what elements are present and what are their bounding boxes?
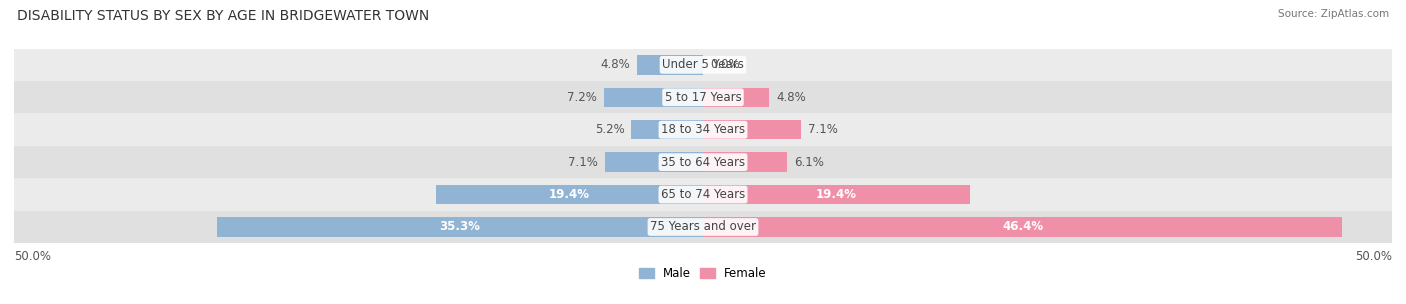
Bar — [14, 146, 1392, 178]
Text: 5 to 17 Years: 5 to 17 Years — [665, 91, 741, 104]
Legend: Male, Female: Male, Female — [640, 267, 766, 280]
Bar — [703, 88, 769, 107]
Text: 19.4%: 19.4% — [815, 188, 858, 201]
Text: 7.2%: 7.2% — [567, 91, 598, 104]
Bar — [703, 217, 1343, 237]
Text: 35.3%: 35.3% — [439, 220, 481, 233]
Text: 18 to 34 Years: 18 to 34 Years — [661, 123, 745, 136]
Bar — [14, 178, 1392, 211]
Text: 0.0%: 0.0% — [710, 58, 740, 71]
Text: Source: ZipAtlas.com: Source: ZipAtlas.com — [1278, 9, 1389, 19]
Text: DISABILITY STATUS BY SEX BY AGE IN BRIDGEWATER TOWN: DISABILITY STATUS BY SEX BY AGE IN BRIDG… — [17, 9, 429, 23]
Bar — [605, 152, 703, 172]
Text: 50.0%: 50.0% — [1355, 250, 1392, 263]
Bar — [217, 217, 703, 237]
Text: 35 to 64 Years: 35 to 64 Years — [661, 156, 745, 169]
Bar — [436, 185, 703, 204]
Text: 50.0%: 50.0% — [14, 250, 51, 263]
Text: 4.8%: 4.8% — [600, 58, 630, 71]
Bar — [637, 55, 703, 74]
Text: 7.1%: 7.1% — [807, 123, 838, 136]
Bar — [703, 120, 801, 140]
Text: 75 Years and over: 75 Years and over — [650, 220, 756, 233]
Bar — [603, 88, 703, 107]
Bar — [631, 120, 703, 140]
Text: 7.1%: 7.1% — [568, 156, 599, 169]
Bar — [14, 211, 1392, 243]
Text: 4.8%: 4.8% — [776, 91, 806, 104]
Text: 46.4%: 46.4% — [1002, 220, 1043, 233]
Bar — [14, 49, 1392, 81]
Bar — [703, 185, 970, 204]
Text: 65 to 74 Years: 65 to 74 Years — [661, 188, 745, 201]
Text: 19.4%: 19.4% — [548, 188, 591, 201]
Bar — [703, 152, 787, 172]
Bar — [14, 81, 1392, 113]
Bar — [14, 113, 1392, 146]
Text: Under 5 Years: Under 5 Years — [662, 58, 744, 71]
Text: 6.1%: 6.1% — [794, 156, 824, 169]
Text: 5.2%: 5.2% — [595, 123, 624, 136]
